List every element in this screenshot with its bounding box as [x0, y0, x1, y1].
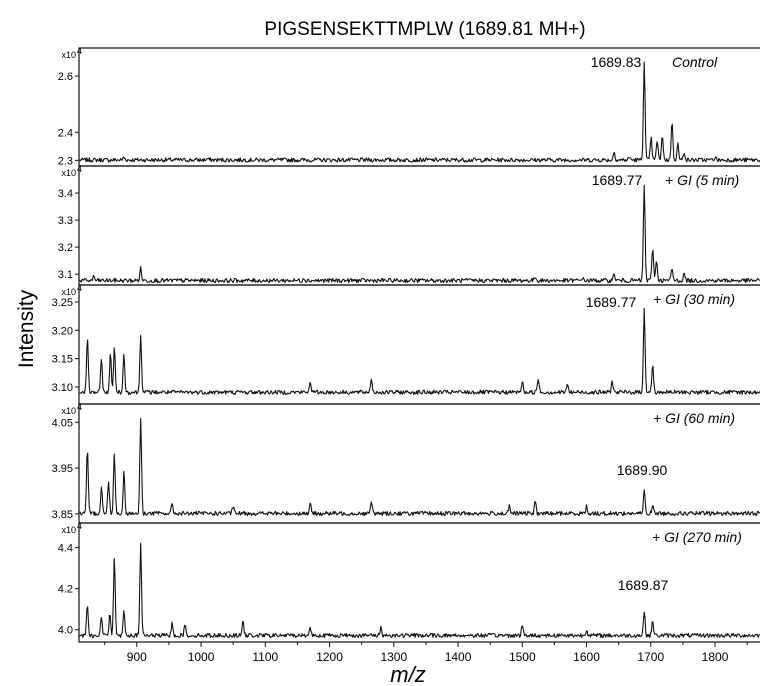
y-tick-label: 4.0 — [58, 625, 73, 637]
x-tick-label: 1300 — [380, 650, 407, 664]
peak-label: 1689.87 — [618, 577, 669, 593]
x-axis: 900 1000 1100 1200 1300 1400 1500 1600 1700 1800 — [104, 642, 748, 664]
y-tick-label: 2.4 — [58, 127, 73, 139]
y-tick-label: 3.15 — [52, 354, 73, 366]
condition-label: + GI (5 min) — [665, 172, 739, 188]
x-tick-label: 1400 — [445, 650, 472, 664]
y-tick-label: 3.1 — [58, 269, 73, 281]
spectrum-panel: 3.1 3.2 3.3 3.4 x10 4 + GI (5 min) 1689.77 — [58, 164, 760, 286]
panel-frame — [78, 522, 760, 643]
y-multiplier: x10 — [61, 525, 76, 535]
x-tick-label: 1600 — [573, 650, 600, 664]
y-tick-label: 3.85 — [52, 509, 73, 521]
x-tick-label: 1200 — [316, 650, 343, 664]
peak-label: 1689.77 — [592, 172, 643, 188]
y-tick-label: 2.6 — [58, 71, 73, 83]
x-tick-label: 1000 — [188, 650, 215, 664]
y-axis-label: Intensity — [15, 289, 38, 368]
y-tick-label: 2.3 — [58, 155, 73, 167]
y-tick-label: 3.25 — [52, 297, 73, 309]
spectrum-panel: 2.3 2.4 2.6 x10 4 Control 1689.83 — [58, 46, 760, 167]
x-tick-label: 900 — [127, 650, 147, 664]
peak-label: 1689.77 — [586, 294, 637, 310]
x-tick-label: 1100 — [252, 650, 278, 664]
panel-frame — [78, 165, 760, 286]
x-tick-label: 1700 — [637, 650, 664, 664]
y-tick-label: 3.20 — [52, 325, 73, 337]
spectrum-line — [79, 542, 760, 639]
spectrum-panel: 4.0 4.2 4.4 x10 4 + GI (270 min) 1689.87 — [58, 521, 760, 643]
y-multiplier-exponent: 4 — [77, 521, 82, 531]
y-multiplier-exponent: 4 — [77, 402, 82, 412]
spectrum-line — [79, 184, 760, 284]
spectrum-line — [79, 417, 760, 517]
condition-label: + GI (270 min) — [652, 529, 742, 545]
spectrum-line — [79, 307, 760, 395]
y-multiplier-exponent: 4 — [77, 164, 82, 174]
y-tick-label: 4.2 — [58, 584, 73, 596]
condition-label: + GI (60 min) — [653, 410, 735, 426]
peak-label: 1689.83 — [591, 54, 642, 70]
chart-title: PIGSENSEKTTMPLW (1689.81 MH+) — [264, 19, 585, 40]
y-tick-label: 3.4 — [58, 188, 73, 200]
x-axis-label: m/z — [390, 662, 425, 686]
y-tick-label: 3.3 — [58, 215, 73, 227]
spectrum-line — [79, 61, 760, 163]
peak-label: 1689.90 — [617, 462, 668, 478]
y-tick-label: 3.95 — [52, 463, 73, 475]
x-tick-label: 1500 — [509, 650, 536, 664]
y-multiplier: x10 — [61, 50, 76, 60]
y-tick-label: 4.4 — [58, 543, 73, 555]
y-multiplier: x10 — [61, 406, 76, 416]
y-tick-label: 4.05 — [52, 417, 73, 429]
y-multiplier: x10 — [61, 287, 76, 297]
y-tick-label: 3.10 — [52, 382, 73, 394]
x-tick-label: 1800 — [702, 650, 729, 664]
y-multiplier: x10 — [61, 168, 76, 178]
y-multiplier-exponent: 4 — [77, 46, 82, 56]
y-multiplier-exponent: 4 — [77, 283, 82, 293]
condition-label: Control — [672, 54, 718, 70]
y-tick-label: 3.2 — [58, 242, 73, 254]
condition-label: + GI (30 min) — [653, 291, 735, 307]
